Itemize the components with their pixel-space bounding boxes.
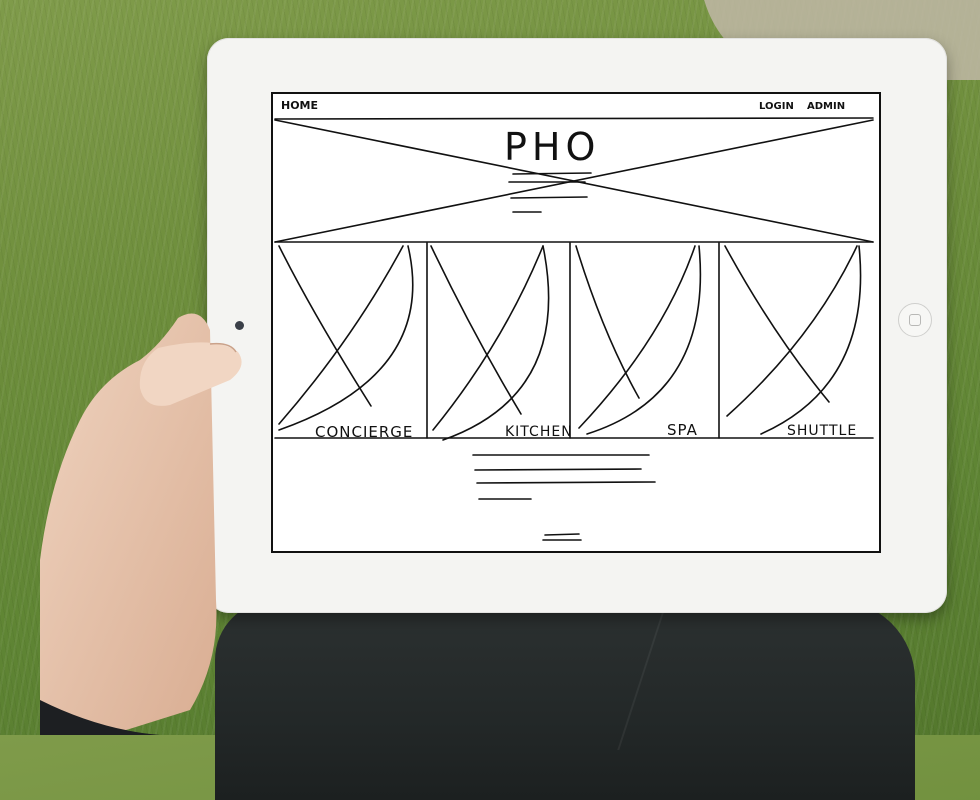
home-button-icon[interactable] bbox=[898, 303, 932, 337]
wireframe-sketch: HOME LOGIN ADMIN PHO CONCIERGE KITCHEN S… bbox=[274, 99, 874, 541]
hero-text-line bbox=[512, 172, 592, 175]
service-label-shuttle[interactable]: SHUTTLE bbox=[787, 423, 857, 439]
nav-admin-link[interactable]: ADMIN bbox=[807, 101, 845, 112]
service-label-spa[interactable]: SPA bbox=[667, 421, 698, 439]
body-text-line bbox=[476, 481, 656, 484]
card-cross bbox=[278, 245, 372, 407]
body-text-line bbox=[474, 468, 642, 471]
service-label-concierge[interactable]: CONCIERGE bbox=[315, 423, 413, 441]
service-label-kitchen[interactable]: KITCHEN bbox=[505, 424, 573, 440]
camera-icon bbox=[235, 321, 244, 330]
holding-hand bbox=[40, 313, 242, 735]
hero-text-line bbox=[510, 196, 588, 199]
wireframe-screen: HOME LOGIN ADMIN PHO CONCIERGE KITCHEN S… bbox=[271, 92, 881, 553]
card-cross bbox=[278, 245, 404, 425]
hero-title: PHO bbox=[504, 125, 600, 169]
card-curve bbox=[278, 245, 414, 431]
nav-login-link[interactable]: LOGIN bbox=[759, 101, 794, 112]
hero-cross-2 bbox=[274, 119, 874, 243]
nav-home-link[interactable]: HOME bbox=[281, 99, 318, 112]
